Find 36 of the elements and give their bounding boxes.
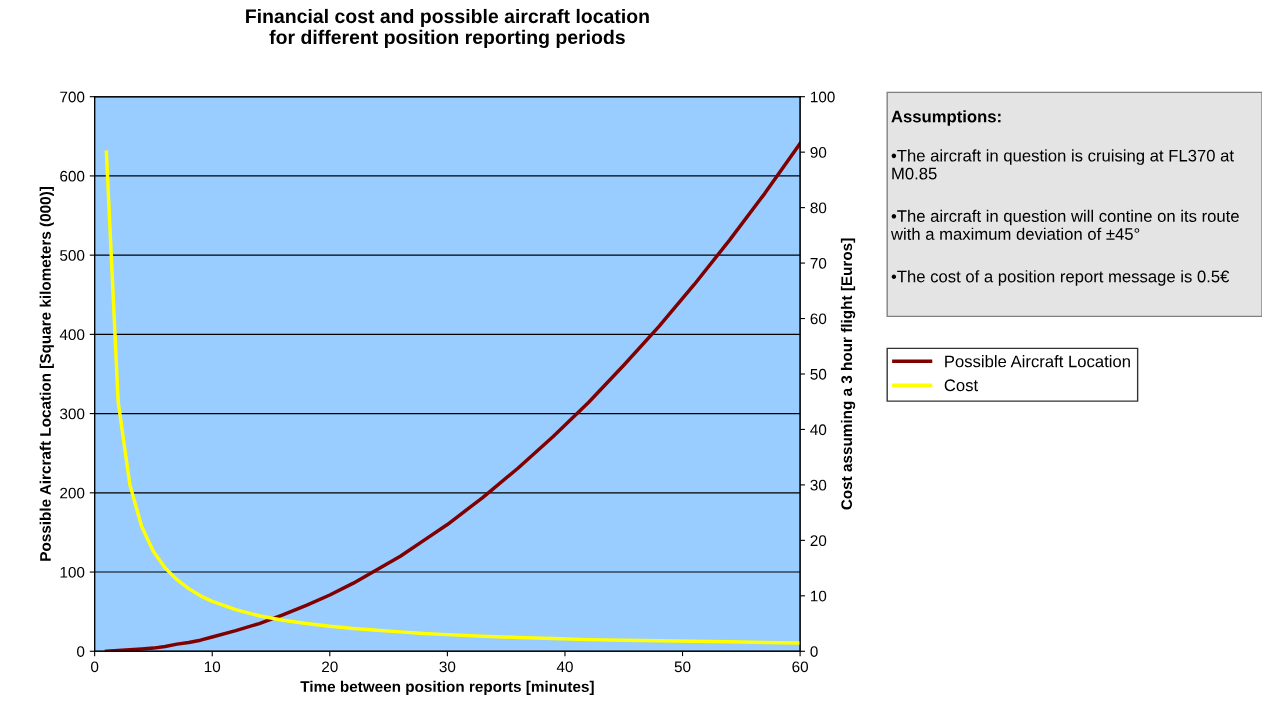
y2-tick-label: 50 xyxy=(810,368,827,380)
y2-tick-label: 20 xyxy=(810,535,827,547)
x-tick-label: 40 xyxy=(556,661,573,673)
y-tick-label: 100 xyxy=(60,566,85,578)
y2-tick-label: 30 xyxy=(810,479,827,491)
text: •The aircraft in question will contine on its route with a maximum deviation of ±45° xyxy=(890,209,1239,240)
y-tick-label: 400 xyxy=(59,329,85,341)
y-tick-label: 0 xyxy=(77,646,85,657)
y-tick-label: 600 xyxy=(60,170,85,182)
y2-tick-label: 10 xyxy=(811,590,827,602)
y2-tick-label: 40 xyxy=(810,424,827,436)
y2-axis-title: Cost assuming a 3 hour flight [Euros] xyxy=(840,238,856,510)
y2-tick-label: 70 xyxy=(810,257,827,269)
y2-tick-label: 100 xyxy=(811,91,835,103)
y-axis-title: Possible Aircraft Location [Square kilometers (000)] xyxy=(39,187,54,561)
x-tick-label: 10 xyxy=(204,661,221,673)
x-tick-label: 60 xyxy=(792,661,809,673)
x-tick-label: 20 xyxy=(322,661,338,673)
x-tick-label: 0 xyxy=(91,661,99,673)
chart-title: Financial cost and possible aircraft location for different position reporting periods xyxy=(246,8,649,49)
text: Assumptions: xyxy=(891,110,1001,126)
x-axis-title: Time between position reports [minutes] xyxy=(300,680,594,696)
y2-tick-label: 60 xyxy=(810,313,827,325)
y2-tick-label: 80 xyxy=(810,202,827,214)
y2-tick-label: 90 xyxy=(810,147,827,158)
text: •The cost of a position report message is 0.5€ xyxy=(891,270,1230,286)
y-tick-label: 700 xyxy=(60,91,85,103)
legend-label: Cost xyxy=(944,379,978,392)
x-tick-label: 50 xyxy=(674,661,691,673)
y-tick-label: 300 xyxy=(60,408,85,420)
y-tick-label: 500 xyxy=(60,250,85,261)
x-tick-label: 30 xyxy=(439,661,456,673)
y2-tick-label: 0 xyxy=(810,646,818,657)
legend-label: Possible Aircraft Location xyxy=(945,355,1130,368)
text: •The aircraft in question is cruising at FL370 at M0.85 xyxy=(891,149,1234,180)
y-tick-label: 200 xyxy=(60,487,85,499)
